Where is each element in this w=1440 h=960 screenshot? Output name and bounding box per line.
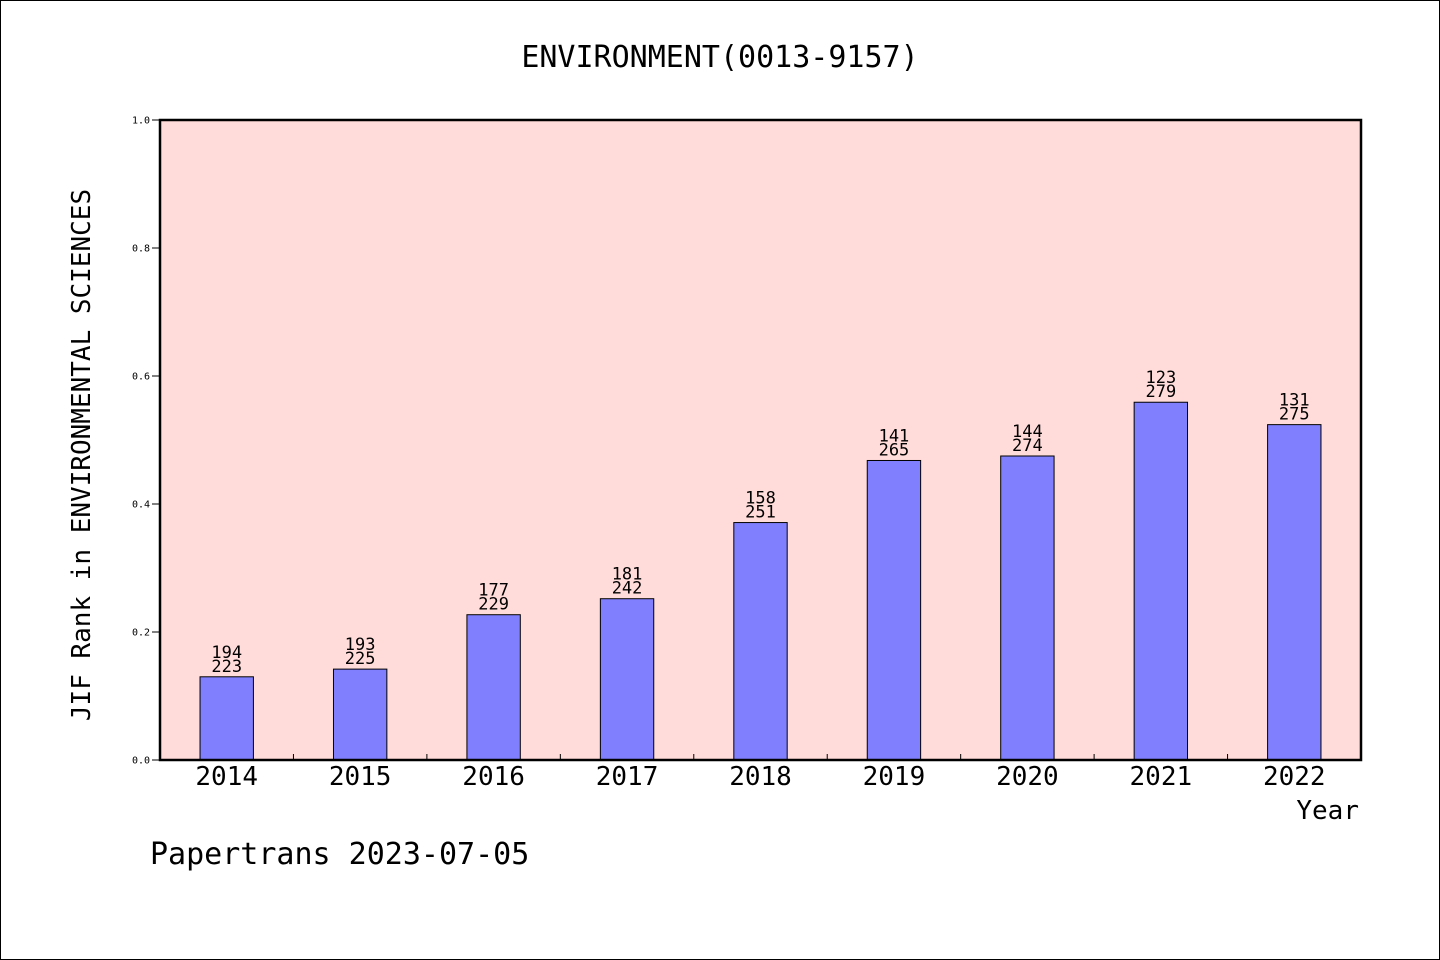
bar-label-bottom-2019: 265 xyxy=(879,440,910,460)
bar-2021 xyxy=(1133,401,1189,761)
bar-label-top-2019: 141 xyxy=(879,426,910,446)
y-tick-label: 0.4 xyxy=(132,500,150,511)
x-tick-label-2019: 2019 xyxy=(863,762,926,792)
x-tick-label-2016: 2016 xyxy=(462,762,525,792)
bar-2020 xyxy=(1000,455,1055,761)
y-axis-label: JIF Rank in ENVIRONMENTAL SCIENCES xyxy=(67,189,97,721)
bar-label-bottom-2016: 229 xyxy=(478,595,509,615)
plot-border xyxy=(158,118,1363,762)
bar-label-bottom-2017: 242 xyxy=(612,579,643,599)
chart-title: ENVIRONMENT(0013-9157) xyxy=(521,40,918,75)
x-tick-label-2014: 2014 xyxy=(195,762,258,792)
bar-label-top-2016: 177 xyxy=(478,581,509,601)
x-axis-ticks: 2014 2015 2016 2017 2018 2019 2020 2021 2022 xyxy=(195,754,1326,792)
data-labels: 1942231932251772291812421582511412651442… xyxy=(211,368,1309,677)
x-tick-label-2022: 2022 xyxy=(1263,762,1326,792)
bars-group xyxy=(199,401,1322,761)
y-axis-ticks: 0.0 0.2 0.4 0.6 0.8 1.0 xyxy=(132,116,160,767)
y-tick-label: 0.6 xyxy=(132,372,150,383)
bar-label-bottom-2014: 223 xyxy=(211,657,242,677)
footer-text: Papertrans 2023-07-05 xyxy=(150,837,529,872)
bar-2014 xyxy=(199,676,254,761)
bar-label-bottom-2018: 251 xyxy=(745,503,776,523)
bar-label-bottom-2022: 275 xyxy=(1279,405,1310,425)
x-tick-label-2020: 2020 xyxy=(996,762,1059,792)
y-tick-label: 1.0 xyxy=(132,116,150,127)
bar-label-top-2018: 158 xyxy=(745,489,776,509)
x-tick-label-2017: 2017 xyxy=(596,762,659,792)
x-tick-label-2018: 2018 xyxy=(729,762,792,792)
bar-label-top-2021: 123 xyxy=(1145,368,1176,388)
bar-2016 xyxy=(466,614,521,761)
bar-label-bottom-2020: 274 xyxy=(1012,436,1043,456)
y-tick-label: 0.8 xyxy=(132,244,150,255)
bar-2018 xyxy=(733,522,788,761)
bar-label-top-2022: 131 xyxy=(1279,391,1310,411)
bar-2015 xyxy=(332,668,388,761)
x-axis-label: Year xyxy=(1296,796,1359,826)
bar-label-top-2015: 193 xyxy=(345,635,376,655)
bar-label-bottom-2021: 279 xyxy=(1145,382,1176,402)
bar-2022 xyxy=(1267,424,1322,761)
bar-2019 xyxy=(866,459,922,761)
bar-2017 xyxy=(599,598,655,761)
bar-label-top-2020: 144 xyxy=(1012,422,1043,442)
y-tick-label: 0.0 xyxy=(132,756,150,767)
bar-label-top-2017: 181 xyxy=(612,565,643,585)
x-tick-label-2015: 2015 xyxy=(329,762,392,792)
bar-label-bottom-2015: 225 xyxy=(345,649,376,669)
y-tick-label: 0.2 xyxy=(132,628,150,639)
bar-label-top-2014: 194 xyxy=(211,643,242,663)
x-tick-label-2021: 2021 xyxy=(1130,762,1193,792)
